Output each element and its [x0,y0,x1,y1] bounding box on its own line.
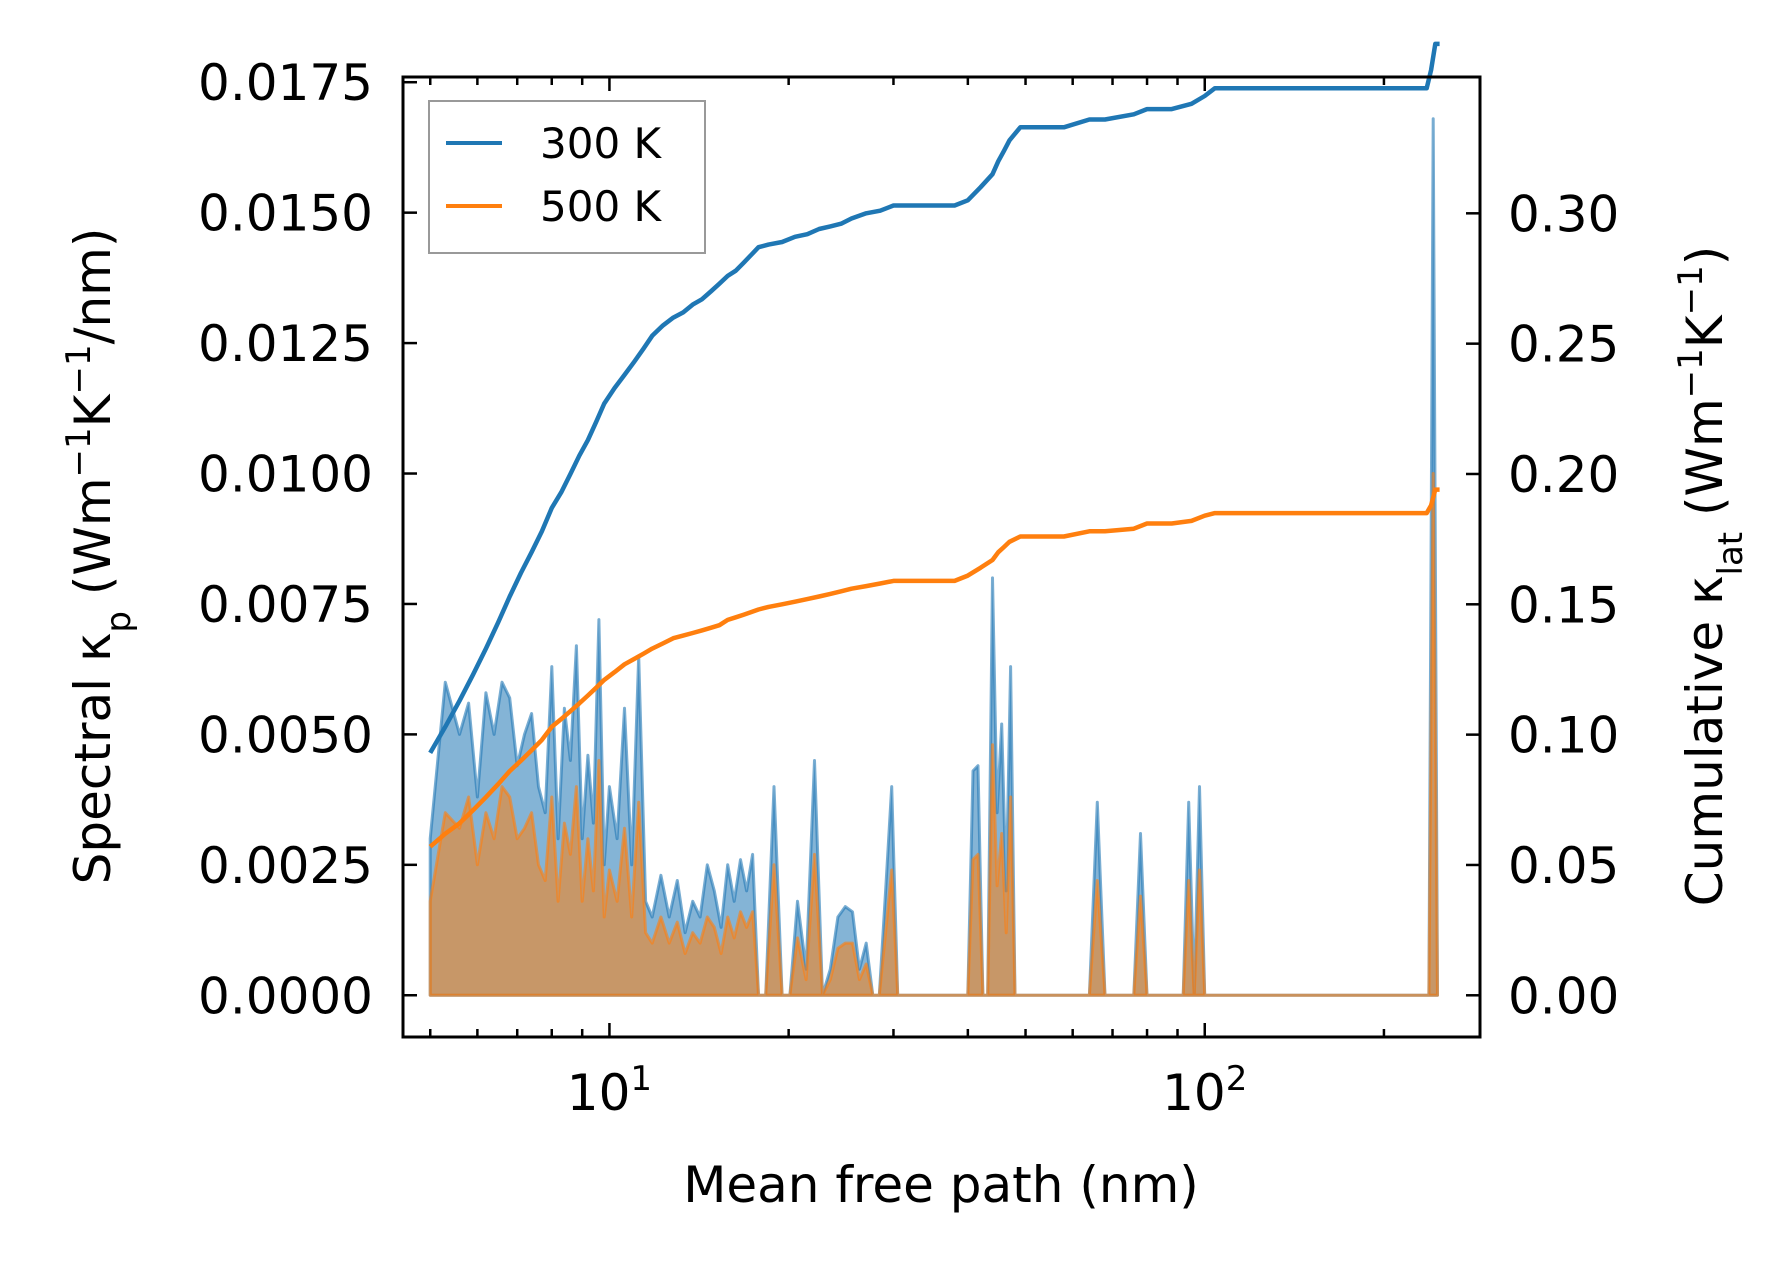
legend: 300 K 500 K [428,100,706,254]
y-left-tick-label: 0.0100 [198,446,373,504]
plot-frame [401,75,1482,1039]
legend-label-500k: 500 K [540,182,663,231]
x-tick-label: 102 [1162,1059,1247,1122]
y-right-tick-label: 0.15 [1508,576,1619,634]
y-left-tick-label: 0.0175 [198,54,373,112]
cumulative-lines [428,41,1440,849]
x-axis-ticks: 101 102 [428,77,1386,1122]
y-left-tick-label: 0.0075 [198,576,373,634]
y-left-axis-ticks: 0.0000 0.0025 0.0050 0.0075 0.0100 0.0125 0.01… [198,54,417,1025]
x-tick-label: 101 [567,1059,652,1122]
y-right-tick-label: 0.00 [1508,967,1619,1025]
y-right-axis-ticks: 0.00 0.05 0.10 0.15 0.20 0.25 0.30 [1466,185,1619,1025]
y-right-axis-label: Cumulative κlat (Wm−1K−1) [1671,246,1751,906]
y-right-tick-label: 0.20 [1508,446,1619,504]
cumulative-300k-line [428,41,1440,755]
cumulative-500k-line [428,487,1440,849]
y-right-tick-label: 0.10 [1508,707,1619,765]
y-left-tick-label: 0.0150 [198,185,373,243]
y-left-tick-label: 0.0025 [198,837,373,895]
spectral-500k-area [428,472,1439,997]
y-right-tick-label: 0.05 [1508,837,1619,895]
y-right-tick-label: 0.25 [1508,316,1619,374]
x-axis-label: Mean free path (nm) [683,1156,1199,1214]
y-right-tick-label: 0.30 [1508,185,1619,243]
legend-box [428,100,706,254]
y-left-axis-label: Spectral κp (Wm−1K−1/nm) [59,228,139,885]
y-left-tick-label: 0.0125 [198,315,373,373]
legend-label-300k: 300 K [540,119,663,168]
y-left-tick-label: 0.0000 [198,967,373,1025]
spectral-fills [428,117,1439,997]
y-left-tick-label: 0.0050 [198,706,373,764]
